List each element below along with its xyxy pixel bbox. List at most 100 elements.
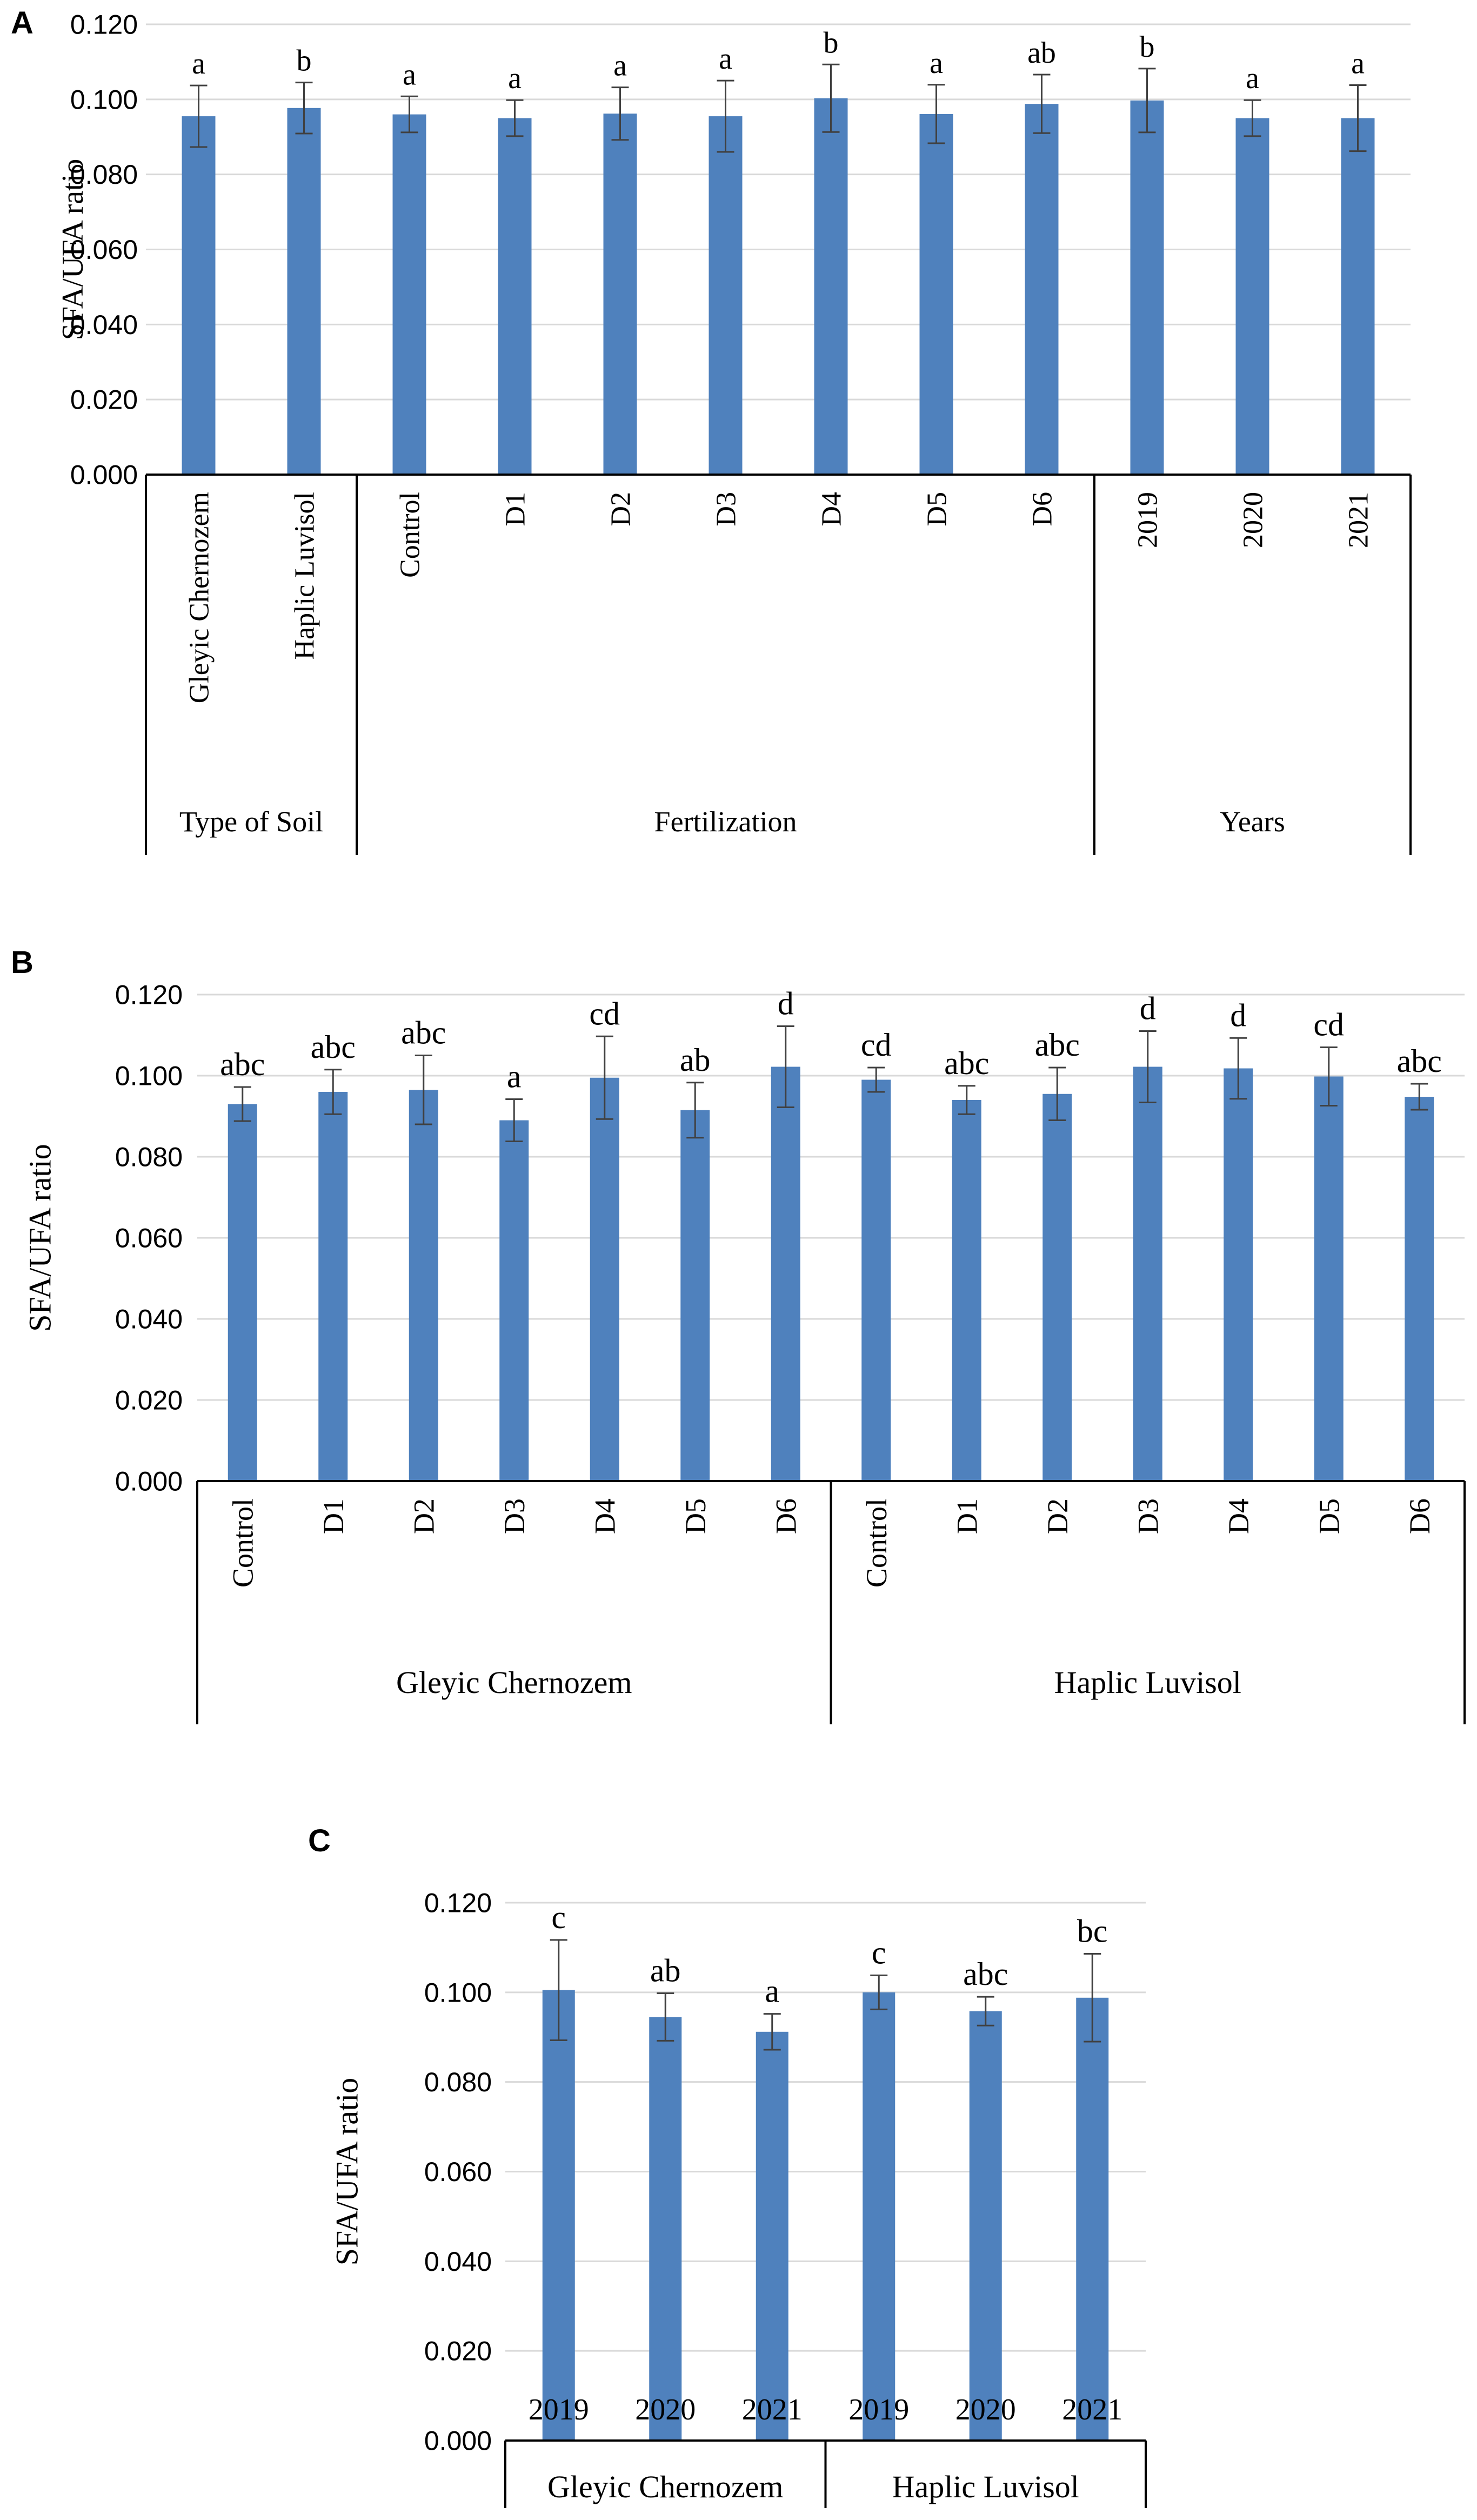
bar xyxy=(603,114,637,475)
bar xyxy=(861,1079,891,1481)
significance-letter: bc xyxy=(1077,1914,1108,1949)
category-label: D3 xyxy=(498,1498,531,1534)
significance-letter: d xyxy=(1140,991,1156,1026)
panel-letter: B xyxy=(11,945,34,980)
group-label: Haplic Luvisol xyxy=(892,2469,1079,2504)
bar xyxy=(1341,118,1375,475)
group-label: Type of Soil xyxy=(179,805,323,838)
y-axis-title: SFA/UFA ratio xyxy=(22,1144,57,1332)
category-label: Control xyxy=(227,1498,259,1588)
y-tick-label: 0.000 xyxy=(424,2426,492,2456)
bar xyxy=(1133,1066,1162,1481)
category-label: D4 xyxy=(817,492,847,526)
y-tick-label: 0.120 xyxy=(115,980,183,1010)
group-label: Haplic Luvisol xyxy=(1054,1665,1241,1700)
bar xyxy=(228,1104,257,1481)
y-tick-label: 0.100 xyxy=(424,1977,492,2008)
y-tick-label: 0.080 xyxy=(115,1142,183,1172)
category-label: D5 xyxy=(679,1498,712,1534)
significance-letter: b xyxy=(1140,30,1155,64)
bar xyxy=(590,1077,619,1481)
bar xyxy=(771,1066,800,1481)
y-tick-label: 0.080 xyxy=(424,2067,492,2097)
category-label: D4 xyxy=(1222,1498,1255,1534)
bar xyxy=(1314,1076,1344,1481)
category-label: D6 xyxy=(1404,1498,1436,1534)
significance-letter: c xyxy=(551,1899,566,1935)
significance-letter: a xyxy=(192,47,205,81)
significance-letter: cd xyxy=(1313,1007,1344,1043)
significance-letter: a xyxy=(403,58,416,91)
bar xyxy=(814,98,848,475)
significance-letter: a xyxy=(507,1059,522,1095)
significance-letter: abc xyxy=(944,1045,989,1081)
bar xyxy=(1076,1997,1109,2441)
significance-letter: a xyxy=(765,1974,779,2009)
y-tick-label: 0.060 xyxy=(424,2157,492,2187)
category-label: Haplic Luvisol xyxy=(290,492,320,660)
significance-letter: c xyxy=(872,1935,886,1970)
category-label: Gleyic Chernozem xyxy=(184,492,215,703)
significance-letter: abc xyxy=(963,1956,1008,1992)
y-tick-label: 0.120 xyxy=(424,1888,492,1918)
panel-b: B 0.000 0.020 0.040 0.060 0.080 0.100 0.120 SFA/… xyxy=(11,945,1466,1724)
significance-letter: d xyxy=(1230,997,1246,1033)
category-label: 2019 xyxy=(529,2393,589,2426)
y-tick-label: 0.060 xyxy=(70,235,138,265)
group-label: Years xyxy=(1220,805,1285,838)
bar xyxy=(1235,118,1269,475)
significance-letter: ab xyxy=(650,1952,681,1988)
y-tick-label: 0.020 xyxy=(115,1385,183,1416)
y-tick-label: 0.060 xyxy=(115,1223,183,1254)
significance-letter: abc xyxy=(1035,1027,1080,1063)
y-tick-label: 0.040 xyxy=(115,1304,183,1335)
bar xyxy=(498,118,532,475)
y-tick-label: 0.040 xyxy=(70,310,138,340)
category-label: 2020 xyxy=(635,2393,696,2426)
panel-a: A 0.000 0.020 0.040 0.060 0.080 0.100 0.120 SFA/… xyxy=(11,5,1412,855)
category-label: 2019 xyxy=(1133,492,1164,548)
significance-letter: abc xyxy=(311,1029,356,1065)
category-label: D6 xyxy=(770,1498,803,1534)
y-tick-label: 0.100 xyxy=(115,1061,183,1091)
panel-letter: A xyxy=(11,5,34,41)
panel-letter: C xyxy=(308,1823,331,1858)
significance-letter: abc xyxy=(1397,1043,1442,1079)
bar xyxy=(1405,1097,1434,1481)
significance-letter: a xyxy=(1351,46,1365,80)
significance-letter: b xyxy=(297,44,312,78)
bar xyxy=(287,108,321,475)
category-label: D2 xyxy=(1041,1498,1074,1534)
category-label: D6 xyxy=(1027,492,1058,526)
y-tick-label: 0.000 xyxy=(70,460,138,490)
group-label: Fertilization xyxy=(654,805,797,838)
bar xyxy=(756,2031,788,2441)
bar xyxy=(952,1100,981,1481)
category-label: D3 xyxy=(711,492,742,526)
category-label: 2020 xyxy=(955,2393,1016,2426)
bar xyxy=(1025,104,1059,475)
category-label: D3 xyxy=(1132,1498,1165,1534)
category-label: D1 xyxy=(317,1498,350,1534)
category-label: Control xyxy=(395,492,426,578)
significance-letter: cd xyxy=(589,996,620,1031)
bar xyxy=(1042,1094,1072,1481)
significance-letter: b xyxy=(824,26,839,59)
bar xyxy=(409,1090,438,1481)
significance-letter: a xyxy=(508,62,522,95)
bar xyxy=(649,2017,682,2441)
category-label: D2 xyxy=(606,492,637,526)
bar xyxy=(182,116,216,475)
significance-letter: a xyxy=(1246,62,1259,95)
significance-letter: abc xyxy=(401,1015,446,1051)
category-label: 2021 xyxy=(742,2393,803,2426)
significance-letter: a xyxy=(613,49,627,83)
bar xyxy=(709,116,743,475)
bar xyxy=(392,114,426,475)
y-tick-label: 0.020 xyxy=(424,2336,492,2366)
category-label: D5 xyxy=(922,492,953,526)
panel-c: C 0.000 0.020 0.040 0.060 0.080 0.100 0.120 SFA/… xyxy=(308,1823,1147,2508)
category-label: D5 xyxy=(1313,1498,1346,1534)
group-label: Gleyic Chernozem xyxy=(547,2469,783,2504)
y-tick-label: 0.100 xyxy=(70,84,138,115)
